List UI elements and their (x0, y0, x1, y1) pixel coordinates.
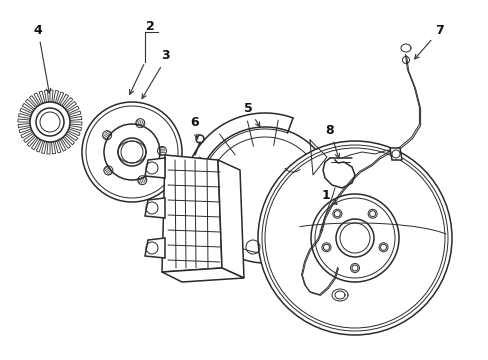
Polygon shape (18, 119, 30, 122)
Polygon shape (58, 139, 66, 151)
Circle shape (82, 102, 182, 202)
Polygon shape (61, 137, 70, 148)
Polygon shape (36, 140, 43, 152)
Polygon shape (70, 122, 82, 125)
Polygon shape (22, 103, 34, 112)
Polygon shape (55, 141, 61, 153)
Polygon shape (162, 268, 244, 282)
Polygon shape (47, 142, 50, 154)
Polygon shape (23, 133, 35, 143)
Polygon shape (68, 129, 80, 136)
Text: 7: 7 (414, 23, 444, 59)
Polygon shape (51, 142, 56, 154)
Text: 5: 5 (243, 102, 259, 127)
Text: 1: 1 (321, 189, 336, 204)
Polygon shape (145, 198, 164, 218)
Text: 6: 6 (190, 116, 199, 139)
Polygon shape (67, 106, 79, 114)
Polygon shape (44, 90, 48, 102)
Text: 8: 8 (325, 123, 339, 158)
Polygon shape (27, 136, 37, 147)
Polygon shape (162, 155, 222, 272)
Text: 2: 2 (145, 19, 154, 32)
Polygon shape (19, 127, 31, 133)
Polygon shape (65, 102, 76, 111)
Polygon shape (145, 158, 164, 178)
Text: 4: 4 (34, 23, 51, 93)
Polygon shape (145, 238, 164, 258)
Polygon shape (34, 93, 41, 105)
Polygon shape (53, 90, 59, 103)
Polygon shape (64, 135, 74, 145)
Polygon shape (389, 148, 401, 160)
Polygon shape (25, 99, 36, 109)
Circle shape (258, 141, 451, 335)
Polygon shape (60, 94, 68, 106)
Circle shape (310, 194, 398, 282)
Polygon shape (218, 160, 244, 278)
Polygon shape (69, 126, 81, 131)
Polygon shape (66, 132, 78, 141)
Polygon shape (18, 123, 30, 127)
Polygon shape (39, 91, 45, 103)
Circle shape (30, 102, 70, 142)
Polygon shape (29, 96, 39, 107)
Polygon shape (50, 90, 53, 102)
Polygon shape (19, 113, 31, 118)
Polygon shape (31, 138, 40, 150)
Polygon shape (70, 116, 81, 121)
Polygon shape (41, 141, 46, 153)
Polygon shape (57, 92, 63, 104)
Polygon shape (69, 111, 81, 117)
Polygon shape (20, 108, 32, 115)
Polygon shape (63, 98, 73, 108)
Polygon shape (21, 130, 33, 138)
Text: 3: 3 (161, 49, 169, 62)
